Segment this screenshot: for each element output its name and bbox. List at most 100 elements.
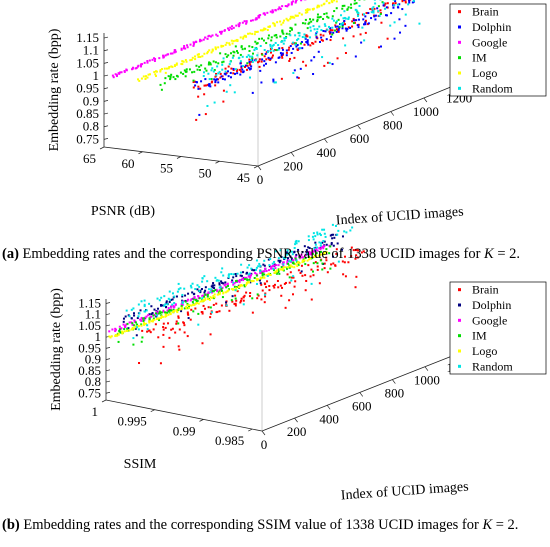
data-point-dolphin bbox=[221, 78, 224, 81]
x-tick-label: 800 bbox=[385, 386, 405, 401]
data-point-random bbox=[229, 60, 232, 63]
data-point-logo bbox=[164, 313, 167, 316]
data-point-brain bbox=[218, 310, 221, 313]
data-point-brain bbox=[379, 9, 382, 12]
data-point-random bbox=[283, 37, 286, 40]
data-point-dolphin bbox=[213, 284, 216, 287]
data-point-im bbox=[141, 336, 144, 339]
data-point-brain bbox=[329, 29, 332, 32]
data-point-im bbox=[318, 16, 321, 19]
data-point-brain bbox=[301, 274, 304, 277]
caption-a-end: = 2. bbox=[493, 246, 521, 262]
data-point-brain bbox=[201, 312, 204, 315]
data-point-google bbox=[155, 310, 158, 313]
data-point-im bbox=[312, 262, 315, 265]
data-point-dolphin bbox=[364, 15, 367, 18]
data-point-google bbox=[323, 245, 326, 248]
data-point-dolphin bbox=[253, 269, 256, 272]
data-point-logo bbox=[167, 67, 170, 70]
data-point-dolphin bbox=[187, 292, 190, 295]
data-point-random bbox=[168, 298, 171, 301]
data-point-random bbox=[207, 72, 210, 75]
data-point-logo bbox=[204, 297, 207, 300]
data-point-random bbox=[294, 243, 297, 246]
data-point-logo bbox=[206, 52, 209, 55]
data-point-random bbox=[171, 292, 174, 295]
data-point-dolphin bbox=[300, 41, 303, 44]
data-point-brain bbox=[201, 342, 204, 345]
data-point-random bbox=[212, 70, 215, 73]
data-point-random bbox=[228, 273, 231, 276]
series-brain bbox=[138, 246, 365, 365]
legend-label-random: Random bbox=[472, 81, 513, 95]
z-tick-label: 0.95 bbox=[76, 81, 99, 96]
data-point-logo bbox=[250, 280, 253, 283]
data-point-dolphin bbox=[314, 241, 317, 244]
data-point-im bbox=[349, 3, 352, 6]
y-tick-label: 1 bbox=[92, 404, 99, 419]
data-point-im bbox=[118, 328, 121, 331]
z-axis-label: Embedding rate (bpp) bbox=[49, 288, 64, 411]
data-point-logo bbox=[233, 288, 236, 291]
data-point-brain bbox=[280, 77, 283, 80]
data-point-dolphin bbox=[392, 4, 395, 7]
data-point-logo bbox=[273, 22, 276, 25]
data-point-dolphin bbox=[209, 85, 212, 88]
data-point-random bbox=[321, 228, 324, 231]
data-point-im bbox=[299, 42, 302, 45]
data-point-brain bbox=[242, 299, 245, 302]
data-point-dolphin bbox=[376, 7, 379, 10]
data-point-random bbox=[272, 43, 275, 46]
data-point-logo bbox=[110, 335, 113, 338]
data-point-logo bbox=[165, 67, 168, 70]
data-point-logo bbox=[240, 284, 243, 287]
data-point-im bbox=[347, 6, 350, 9]
data-point-google bbox=[174, 303, 177, 306]
data-point-google bbox=[318, 247, 321, 250]
data-point-dolphin bbox=[315, 32, 318, 35]
data-point-logo bbox=[272, 22, 275, 25]
data-point-dolphin bbox=[204, 78, 207, 81]
data-point-brain bbox=[251, 311, 254, 314]
data-point-random bbox=[231, 56, 234, 59]
data-point-random bbox=[254, 59, 257, 62]
data-point-random bbox=[289, 260, 292, 263]
data-point-logo bbox=[320, 253, 323, 256]
data-point-logo bbox=[169, 312, 172, 315]
data-point-dolphin bbox=[310, 59, 313, 62]
data-point-brain bbox=[264, 283, 267, 286]
data-point-brain bbox=[355, 254, 358, 257]
data-point-im bbox=[142, 319, 145, 322]
data-point-random bbox=[306, 253, 309, 256]
data-point-random bbox=[206, 280, 209, 283]
data-point-im bbox=[170, 309, 173, 312]
z-tick-mark bbox=[105, 380, 111, 383]
data-point-dolphin bbox=[281, 52, 284, 55]
data-point-google bbox=[172, 304, 175, 307]
data-point-google bbox=[241, 21, 244, 24]
data-point-random bbox=[324, 24, 327, 27]
legend-label-im: IM bbox=[472, 329, 487, 343]
data-point-random bbox=[255, 268, 258, 271]
data-point-dolphin bbox=[171, 298, 174, 301]
data-point-google bbox=[144, 316, 147, 319]
data-point-brain bbox=[332, 262, 335, 265]
data-point-dolphin bbox=[180, 310, 183, 313]
data-point-google bbox=[270, 267, 273, 270]
legend-label-dolphin: Dolphin bbox=[472, 20, 511, 34]
data-point-google bbox=[209, 35, 212, 38]
data-point-random bbox=[316, 231, 319, 234]
data-point-dolphin bbox=[139, 309, 142, 312]
data-point-logo bbox=[303, 259, 306, 262]
data-point-logo bbox=[211, 296, 214, 299]
data-point-im bbox=[381, 1, 384, 4]
data-point-random bbox=[320, 242, 323, 245]
data-point-brain bbox=[314, 261, 317, 264]
data-point-brain bbox=[219, 72, 222, 75]
data-point-im bbox=[248, 278, 251, 281]
data-point-google bbox=[118, 325, 121, 328]
data-point-logo bbox=[193, 303, 196, 306]
series-im bbox=[159, 0, 384, 91]
data-point-google bbox=[286, 5, 289, 8]
data-point-random bbox=[287, 252, 290, 255]
